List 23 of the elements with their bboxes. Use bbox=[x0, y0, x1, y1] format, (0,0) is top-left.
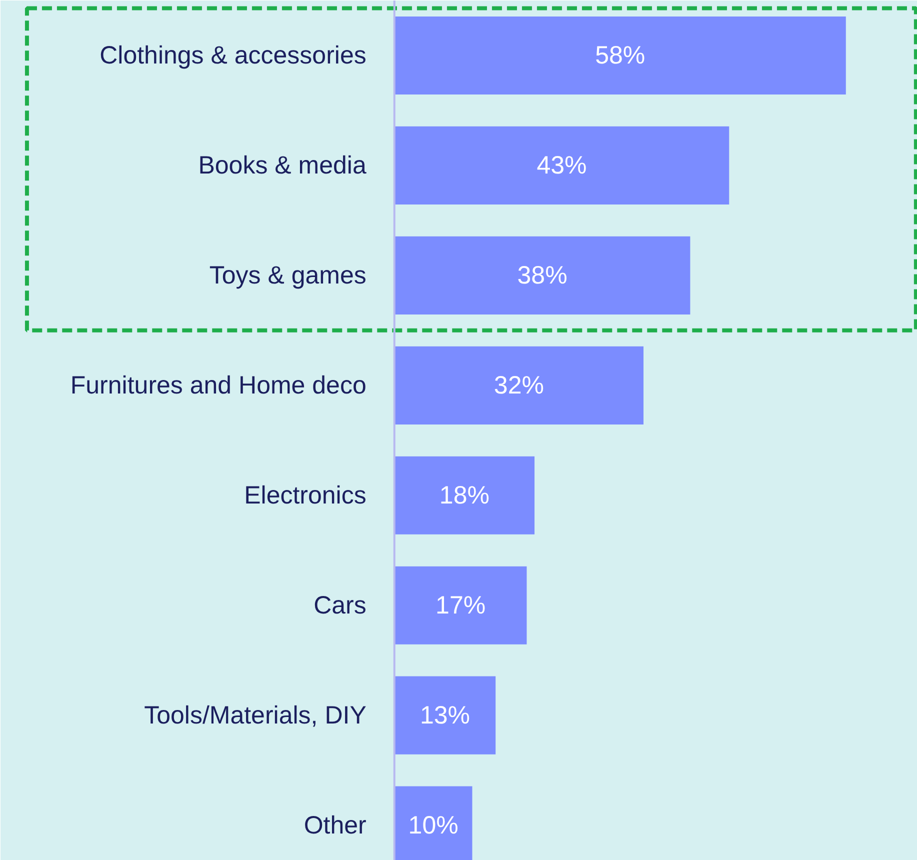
data-label: 13% bbox=[420, 701, 470, 730]
bar bbox=[394, 456, 535, 534]
y-tick-label: Cars bbox=[314, 591, 366, 620]
data-label: 17% bbox=[436, 591, 486, 620]
y-tick-label: Books & media bbox=[198, 151, 366, 180]
y-tick-label: Other bbox=[304, 811, 366, 840]
y-tick-label: Furnitures and Home deco bbox=[70, 371, 366, 400]
bar bbox=[394, 16, 846, 95]
y-tick-label: Clothings & accessories bbox=[100, 41, 366, 70]
y-tick-label: Electronics bbox=[244, 481, 366, 510]
bar bbox=[394, 126, 730, 205]
bar bbox=[394, 346, 644, 424]
bar bbox=[394, 236, 690, 314]
data-label: 58% bbox=[595, 41, 646, 70]
bar bbox=[394, 676, 496, 754]
bar bbox=[394, 566, 527, 644]
data-label: 18% bbox=[439, 481, 490, 510]
y-tick-label: Tools/Materials, DIY bbox=[144, 701, 367, 730]
data-label: 32% bbox=[494, 371, 544, 400]
data-label: 43% bbox=[536, 151, 587, 180]
y-tick-label: Toys & games bbox=[209, 261, 366, 290]
data-label: 38% bbox=[517, 261, 568, 290]
data-label: 10% bbox=[408, 811, 458, 840]
